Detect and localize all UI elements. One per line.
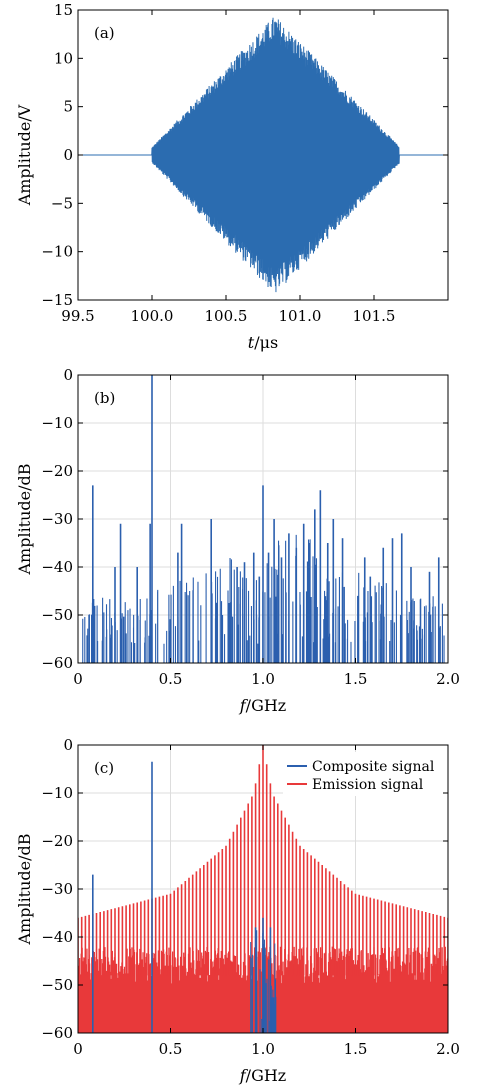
x-tick-label: 99.5 — [61, 307, 94, 325]
data-layer — [82, 375, 445, 663]
legend-label: Composite signal — [312, 759, 435, 775]
data-layer — [78, 745, 448, 1033]
x-axis-label: f/GHz — [239, 1066, 286, 1085]
y-tick-label: −10 — [41, 243, 73, 261]
x-tick-label: 100.0 — [131, 307, 174, 325]
x-tick-label: 0 — [73, 1040, 83, 1058]
y-tick-label: −30 — [41, 510, 73, 528]
y-tick-label: −20 — [41, 832, 73, 850]
x-tick-label: 0 — [73, 670, 83, 688]
y-tick-label: 10 — [54, 49, 73, 67]
x-tick-label: 0.5 — [159, 1040, 183, 1058]
x-tick-label: 101.0 — [279, 307, 322, 325]
emission-spikes — [78, 745, 448, 976]
y-axis-label: Amplitude/dB — [15, 463, 34, 575]
y-tick-label: −40 — [41, 558, 73, 576]
y-tick-label: −10 — [41, 414, 73, 432]
legend-label: Emission signal — [312, 777, 424, 793]
x-tick-label: 1.5 — [344, 670, 368, 688]
panel-a: 99.5 100.0 100.5 101.0 101.5 15 10 5 0 −5 −10 −15 (a… — [15, 1, 449, 352]
x-axis-label-unit: /μs — [254, 333, 278, 352]
x-axis-label-unit: /GHz — [246, 696, 287, 715]
y-tick-label: −5 — [51, 194, 73, 212]
panel-label: (c) — [94, 759, 114, 777]
x-axis-label-var: f — [239, 696, 249, 715]
x-tick-label: 1.0 — [251, 1040, 275, 1058]
legend: Composite signal Emission signal — [283, 752, 445, 796]
y-axis-label: Amplitude/dB — [15, 833, 34, 945]
x-axis-label-var: t — [248, 333, 255, 352]
y-tick-label: −30 — [41, 880, 73, 898]
panel-c: Composite signal Emission signal 0 0.5 1.0 1.… — [15, 736, 460, 1085]
y-tick-label: 0 — [63, 366, 73, 384]
emission-noise — [78, 946, 448, 1033]
x-axis-label: t/μs — [248, 333, 278, 352]
x-axis-label-unit: /GHz — [246, 1066, 287, 1085]
y-tick-label: 0 — [63, 736, 73, 754]
y-tick-label: −60 — [41, 654, 73, 672]
x-tick-label: 2.0 — [436, 1040, 460, 1058]
x-tick-label: 2.0 — [436, 670, 460, 688]
x-tick-label: 100.5 — [205, 307, 248, 325]
y-tick-label: −60 — [41, 1024, 73, 1042]
x-tick-label: 1.0 — [251, 670, 275, 688]
y-tick-label: −50 — [41, 606, 73, 624]
y-tick-label: 5 — [63, 98, 73, 116]
x-tick-label: 101.5 — [353, 307, 396, 325]
panel-label: (a) — [94, 24, 115, 42]
y-tick-label: −15 — [41, 291, 73, 309]
x-tick-label: 0.5 — [159, 670, 183, 688]
y-tick-label: −40 — [41, 928, 73, 946]
y-tick-label: −10 — [41, 784, 73, 802]
panel-label: (b) — [94, 389, 115, 407]
y-tick-label: 15 — [54, 1, 73, 19]
data-layer — [78, 17, 448, 293]
x-tick-label: 1.5 — [344, 1040, 368, 1058]
y-tick-label: 0 — [63, 146, 73, 164]
panel-b: 0 0.5 1.0 1.5 2.0 0 −10 −20 −30 −40 −50 −60 (b) f/GHz… — [15, 366, 460, 715]
y-axis-label: Amplitude/V — [15, 104, 34, 206]
y-tick-label: −20 — [41, 462, 73, 480]
x-axis-label: f/GHz — [239, 696, 286, 715]
x-axis-label-var: f — [239, 1066, 249, 1085]
legend-box — [283, 752, 445, 796]
y-tick-label: −50 — [41, 976, 73, 994]
